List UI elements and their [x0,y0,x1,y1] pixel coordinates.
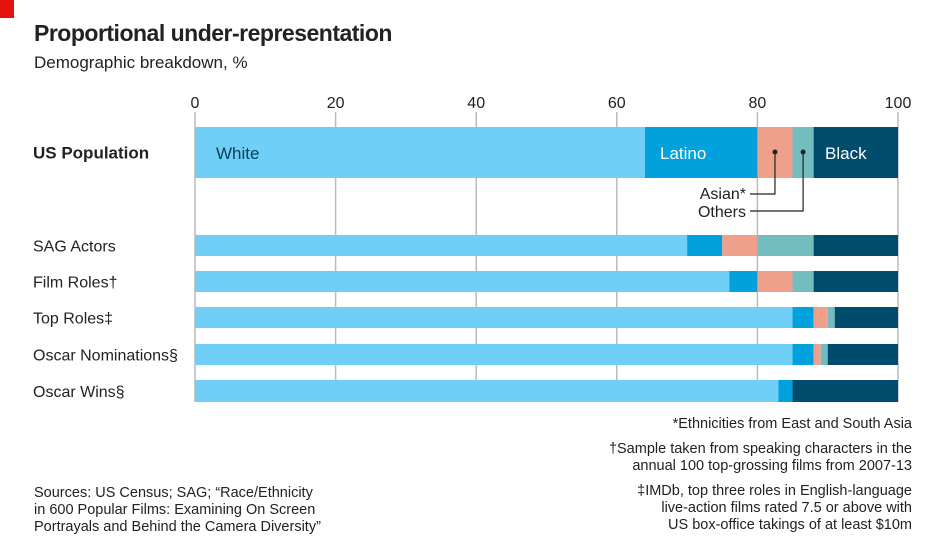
bar-segment-black [813,235,898,256]
bar-segment-latino [792,344,814,365]
footnote-ddagger: ‡IMDb, top three roles in English-langua… [637,483,912,534]
bar-segment-white [195,307,793,328]
sources: Sources: US Census; SAG; “Race/Ethnicity… [34,485,321,536]
chart-title: Proportional under-representation [34,20,392,46]
sources-line: in 600 Popular Films: Examining On Scree… [34,502,316,518]
bar-segment-black [813,271,898,292]
footnote-line: live-action films rated 7.5 or above wit… [661,500,912,516]
bar-segment-asian [813,344,821,365]
bar-segment-latino [778,380,793,402]
legend-label-latino: Latino [660,144,706,163]
bar-segment-asian [757,271,793,292]
bar-segment-black [834,307,898,328]
bar-segment-black [813,127,898,178]
brand-tag [0,0,14,18]
sources-line: Portrayals and Behind the Camera Diversi… [34,519,321,535]
footnote-dagger: †Sample taken from speaking characters i… [609,441,912,475]
bar-segment-others [820,344,828,365]
bar-segment-latino [644,127,758,178]
x-tick-label: 60 [608,95,626,112]
legend-label-others: Others [698,204,746,221]
footnote-line: †Sample taken from speaking characters i… [608,441,912,457]
x-tick-label: 20 [327,95,345,112]
bar-segment-asian [722,235,758,256]
footnote-line: ‡IMDb, top three roles in English-langua… [637,483,912,499]
footnote-asian: *Ethnicities from East and South Asia [672,416,912,432]
footnote-line: annual 100 top-grossing films from 2007-… [632,458,912,474]
category-label: SAG Actors [33,239,116,256]
chart-subtitle: Demographic breakdown, % [34,53,248,72]
category-label: Film Roles† [33,275,117,292]
sources-line: Sources: US Census; SAG; “Race/Ethnicity [34,485,313,501]
callout-line [750,152,776,195]
bar-segment-latino [729,271,758,292]
bar-segment-white [195,271,730,292]
bar-segment-latino [687,235,723,256]
legend-label-asian: Asian* [700,186,746,203]
category-label: Top Roles‡ [33,311,113,328]
bar-segment-black [792,380,898,402]
category-label: Oscar Nominations§ [33,348,178,365]
category-label: US Population [33,144,149,163]
x-tick-label: 100 [885,95,912,112]
legend-label-black: Black [825,144,867,163]
footnote-line: US box-office takings of at least $10m [668,517,912,533]
bar-segment-white [195,127,645,178]
bar-segment-white [195,380,779,402]
bar-segment-white [195,235,688,256]
bar-segment-black [827,344,898,365]
callout-line [750,152,804,212]
legend-label-white: White [216,144,259,163]
x-tick-label: 80 [749,95,767,112]
bar-segment-latino [792,307,814,328]
x-tick-label: 40 [467,95,485,112]
category-label: Oscar Wins§ [33,384,125,401]
bar-segment-others [792,271,814,292]
bar-segment-others [757,235,814,256]
bar-segment-asian [813,307,828,328]
x-tick-label: 0 [191,95,200,112]
bar-segment-others [827,307,835,328]
bar-segment-white [195,344,793,365]
